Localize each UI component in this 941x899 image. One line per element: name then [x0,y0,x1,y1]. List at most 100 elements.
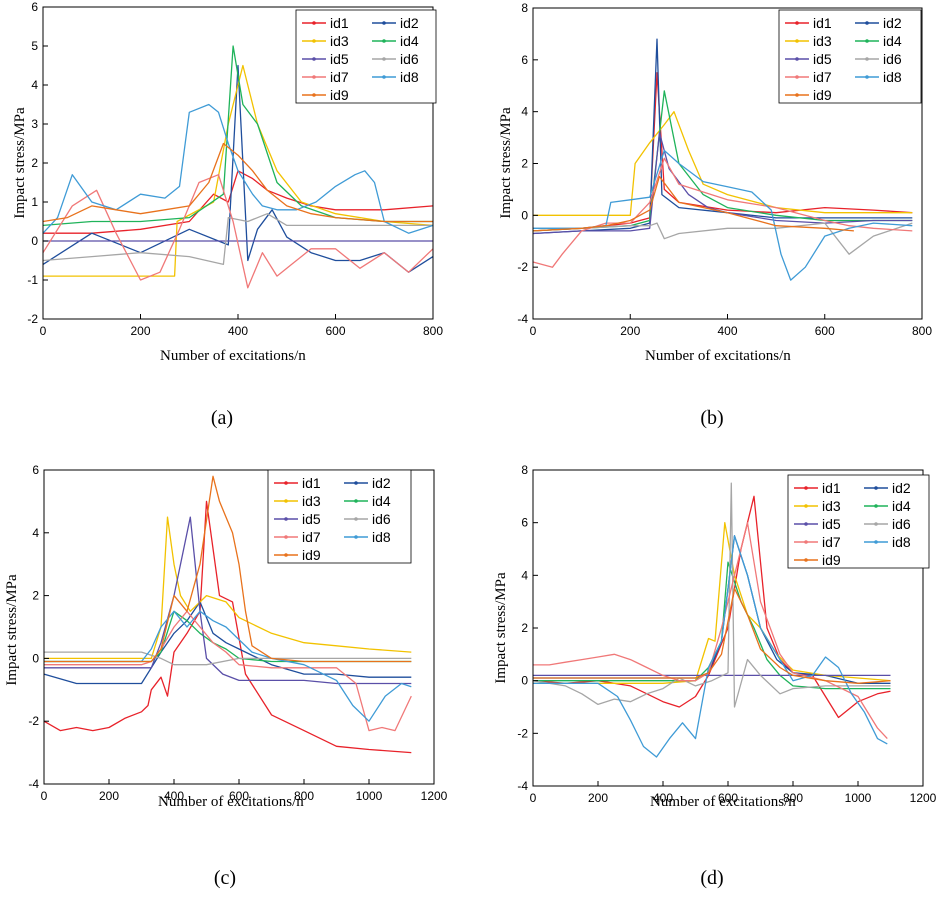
x-tick-label: 600 [815,324,835,338]
series-id9 [42,142,433,223]
series-id1 [532,72,913,232]
legend-label-id8: id8 [372,529,391,545]
legend-label-id1: id1 [302,475,321,491]
legend-label-id7: id7 [813,69,832,85]
series-id3 [533,111,913,216]
series-id1 [43,170,434,234]
legend: id1 id2 id3 id4 id5 id6 id7 id8 id9 [295,9,437,104]
legend-marker-id2 [865,21,869,25]
series-id8 [533,149,913,281]
legend-box [267,469,412,564]
legend-marker-id9 [284,553,288,557]
x-tick-label: 0 [41,789,48,803]
legend-marker-id9 [795,93,799,97]
legend-label-id5: id5 [330,51,349,67]
x-tick-label: 1200 [421,789,448,803]
y-tick-label: 0 [32,651,39,665]
legend-marker-id3 [795,39,799,43]
x-tick-label: 800 [423,324,443,338]
y-tick-label: 6 [31,0,38,14]
x-tick-label: 600 [229,789,249,803]
y-tick-label: 2 [31,156,38,170]
x-tick-label: 400 [653,791,673,805]
series-id7 [532,157,913,268]
y-tick-label: 6 [521,516,528,530]
y-tick-label: 6 [32,463,39,477]
series-id6 [532,482,891,708]
legend-box [787,474,930,569]
series-id9 [44,475,412,663]
series-id6 [533,222,913,255]
x-tick-label: 400 [164,789,184,803]
legend-label-id4: id4 [883,33,902,49]
y-tick-label: 0 [521,208,528,222]
x-tick-label: 800 [783,791,803,805]
y-tick-label: 3 [31,117,38,131]
series-id9 [532,175,854,232]
y-axis-label: Impact stress/MPa [4,574,20,686]
legend-label-id7: id7 [822,534,841,550]
legend-label-id9: id9 [302,547,321,563]
legend-label-id5: id5 [813,51,832,67]
legend-label-id1: id1 [822,480,841,496]
series-id6 [44,651,412,666]
series-id4 [533,561,891,690]
legend: id1 id2 id3 id4 id5 id6 id7 id8 id9 [778,9,922,104]
x-tick-label: 800 [294,789,314,803]
x-tick-label: 600 [718,791,738,805]
legend-label-id3: id3 [330,33,349,49]
y-tick-label: -2 [517,726,528,740]
y-tick-label: -2 [27,312,38,326]
series-id8 [533,535,888,758]
legend-label-id9: id9 [822,552,841,568]
legend: id1 id2 id3 id4 id5 id6 id7 id8 id9 [787,474,930,569]
legend-marker-id9 [312,93,316,97]
x-tick-label: 800 [912,324,932,338]
legend-box [295,9,437,104]
x-tick-label: 0 [530,791,537,805]
series-id9 [533,587,891,684]
legend-label-id7: id7 [330,69,349,85]
legend-label-id6: id6 [883,51,902,67]
series-id5 [44,516,412,685]
legend-marker-id1 [804,486,808,490]
legend-label-id6: id6 [400,51,419,67]
panel-caption: (d) [700,867,723,889]
legend-marker-id6 [865,57,869,61]
y-tick-label: 4 [31,78,38,92]
x-axis-label: Number of excitations/n [160,348,306,364]
y-tick-label: 4 [521,105,528,119]
legend-marker-id4 [865,39,869,43]
y-tick-label: -1 [27,273,38,287]
legend-label-id2: id2 [372,475,391,491]
legend-marker-id7 [804,540,808,544]
legend-label-id9: id9 [330,87,349,103]
y-tick-label: -4 [517,312,528,326]
series-id7 [42,174,434,289]
series-id8 [44,610,412,722]
panel-caption: (c) [214,867,236,889]
x-tick-label: 200 [588,791,608,805]
series-id3 [43,64,434,277]
x-tick-label: 0 [530,324,537,338]
series-id6 [42,213,433,266]
legend-label-id4: id4 [372,493,391,509]
y-tick-label: 2 [521,157,528,171]
legend-label-id2: id2 [400,15,419,31]
y-axis-label: Impact stress/MPa [12,107,28,219]
y-tick-label: 8 [521,463,528,477]
chart-panel-1: 0 200 400 600 800 -4 -2 0 2 4 6 8 Number of excitati… [498,1,932,429]
legend-marker-id7 [312,75,316,79]
legend-marker-id3 [804,504,808,508]
legend-label-id2: id2 [892,480,911,496]
chart-panel-0: 0 200 400 600 800 -2 -1 0 1 2 3 4 5 6 Number of excita… [12,0,443,429]
legend-label-id3: id3 [822,498,841,514]
x-tick-label: 200 [130,324,150,338]
legend-label-id8: id8 [892,534,911,550]
series-id2 [43,601,412,685]
x-tick-label: 0 [40,324,47,338]
legend-label-id3: id3 [302,493,321,509]
legend-label-id5: id5 [302,511,321,527]
x-axis-label: Number of excitations/n [645,348,791,364]
legend-marker-id5 [804,522,808,526]
